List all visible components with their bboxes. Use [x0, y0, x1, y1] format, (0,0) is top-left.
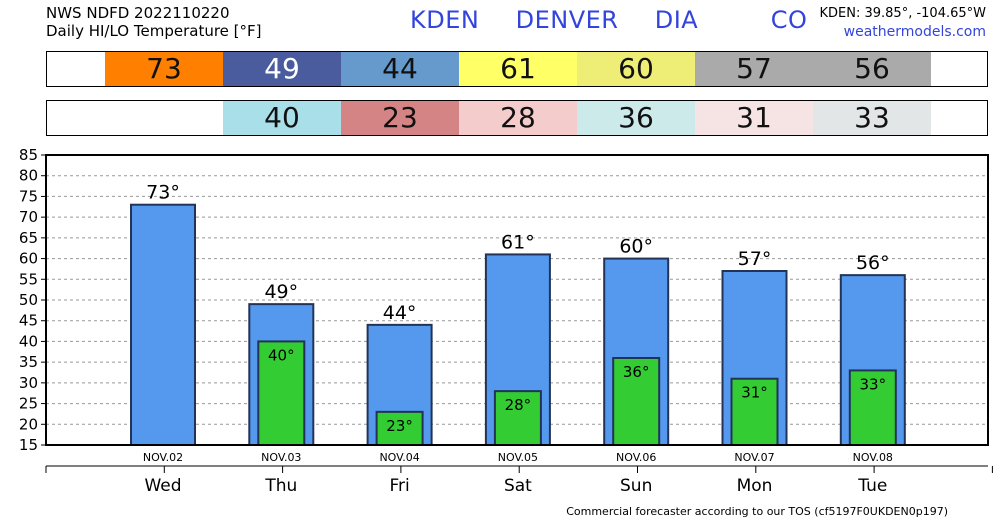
y-tick-label: 40 [19, 332, 38, 350]
hi-bar-label: 44° [383, 302, 417, 324]
hi-strip-cell: 56 [813, 52, 931, 86]
header-info: NWS NDFD 2022110220 Daily HI/LO Temperat… [46, 4, 262, 40]
site-link[interactable]: weathermodels.com [843, 24, 986, 40]
y-tick-label: 65 [19, 229, 38, 247]
hi-strip-cell: 57 [695, 52, 813, 86]
lo-bar-label: 23° [386, 417, 413, 435]
lo-bar [257, 340, 306, 446]
day-label: Sat [504, 476, 532, 496]
hi-bar-label: 73° [146, 182, 180, 204]
y-tick-label: 75 [19, 187, 38, 205]
station-coords: KDEN: 39.85°, -104.65°W [819, 6, 987, 21]
lo-bar-label: 33° [860, 375, 887, 393]
lo-strip-cell: 23 [341, 101, 459, 135]
hi-bar-label: 56° [856, 252, 890, 274]
y-tick-label: 25 [19, 395, 38, 413]
hi-strip-cell: 73 [105, 52, 223, 86]
date-label: NOV.06 [616, 451, 656, 464]
y-tick-label: 80 [19, 167, 38, 185]
day-label: Fri [389, 476, 409, 496]
y-tick-label: 60 [19, 250, 38, 268]
lo-bar [375, 410, 424, 447]
tos-footer: Commercial forecaster according to our T… [566, 505, 948, 518]
hi-bar-label: 61° [501, 231, 535, 253]
lo-strip-cell: 31 [695, 101, 813, 135]
chart-title: Daily HI/LO Temperature [°F] [46, 22, 262, 40]
y-tick-label: 85 [19, 146, 38, 164]
lo-strip-cell [105, 101, 223, 135]
hi-strip-cell: 61 [459, 52, 577, 86]
date-label: NOV.02 [143, 451, 183, 464]
lo-temperature-strip: 40 23 28 36 31 33 [46, 100, 988, 136]
y-tick-label: 30 [19, 374, 38, 392]
hi-bar-label: 60° [619, 236, 653, 258]
y-tick-label: 35 [19, 353, 38, 371]
lo-bar [848, 369, 897, 446]
lo-bar [493, 390, 542, 446]
plot-frame [45, 154, 989, 446]
date-label: NOV.05 [498, 451, 538, 464]
lo-bar-label: 28° [505, 396, 532, 414]
date-label: NOV.07 [734, 451, 774, 464]
station-title: KDEN DENVER DIA CO [410, 6, 808, 34]
lo-strip-cell: 36 [577, 101, 695, 135]
lo-strip-cell: 40 [223, 101, 341, 135]
header-right: KDEN: 39.85°, -104.65°W weathermodels.co… [820, 4, 987, 42]
date-label: NOV.04 [379, 451, 419, 464]
hi-bar [130, 203, 196, 446]
day-label: Tue [857, 476, 887, 496]
lo-bar-label: 36° [623, 363, 650, 381]
y-tick-label: 20 [19, 415, 38, 433]
lo-bar [730, 377, 779, 447]
day-label: Mon [737, 476, 773, 496]
lo-strip-cell: 28 [459, 101, 577, 135]
date-label: NOV.03 [261, 451, 301, 464]
day-label: Wed [144, 476, 181, 496]
hi-bar-label: 49° [264, 281, 298, 303]
y-tick-label: 45 [19, 312, 38, 330]
y-tick-label: 50 [19, 291, 38, 309]
y-tick-label: 70 [19, 208, 38, 226]
model-run-label: NWS NDFD 2022110220 [46, 4, 230, 22]
hi-strip-cell: 44 [341, 52, 459, 86]
y-tick-label: 55 [19, 270, 38, 288]
date-label: NOV.08 [853, 451, 893, 464]
lo-bar-label: 31° [741, 384, 768, 402]
hi-strip-cell: 49 [223, 52, 341, 86]
day-label: Sun [620, 476, 652, 496]
lo-bar-label: 40° [268, 346, 295, 364]
hi-temperature-strip: 73 49 44 61 60 57 56 [46, 51, 988, 87]
hi-strip-cell: 60 [577, 52, 695, 86]
lo-strip-cell: 33 [813, 101, 931, 135]
day-label: Thu [264, 476, 297, 496]
hi-bar-label: 57° [738, 248, 772, 270]
y-tick-label: 15 [19, 436, 38, 454]
